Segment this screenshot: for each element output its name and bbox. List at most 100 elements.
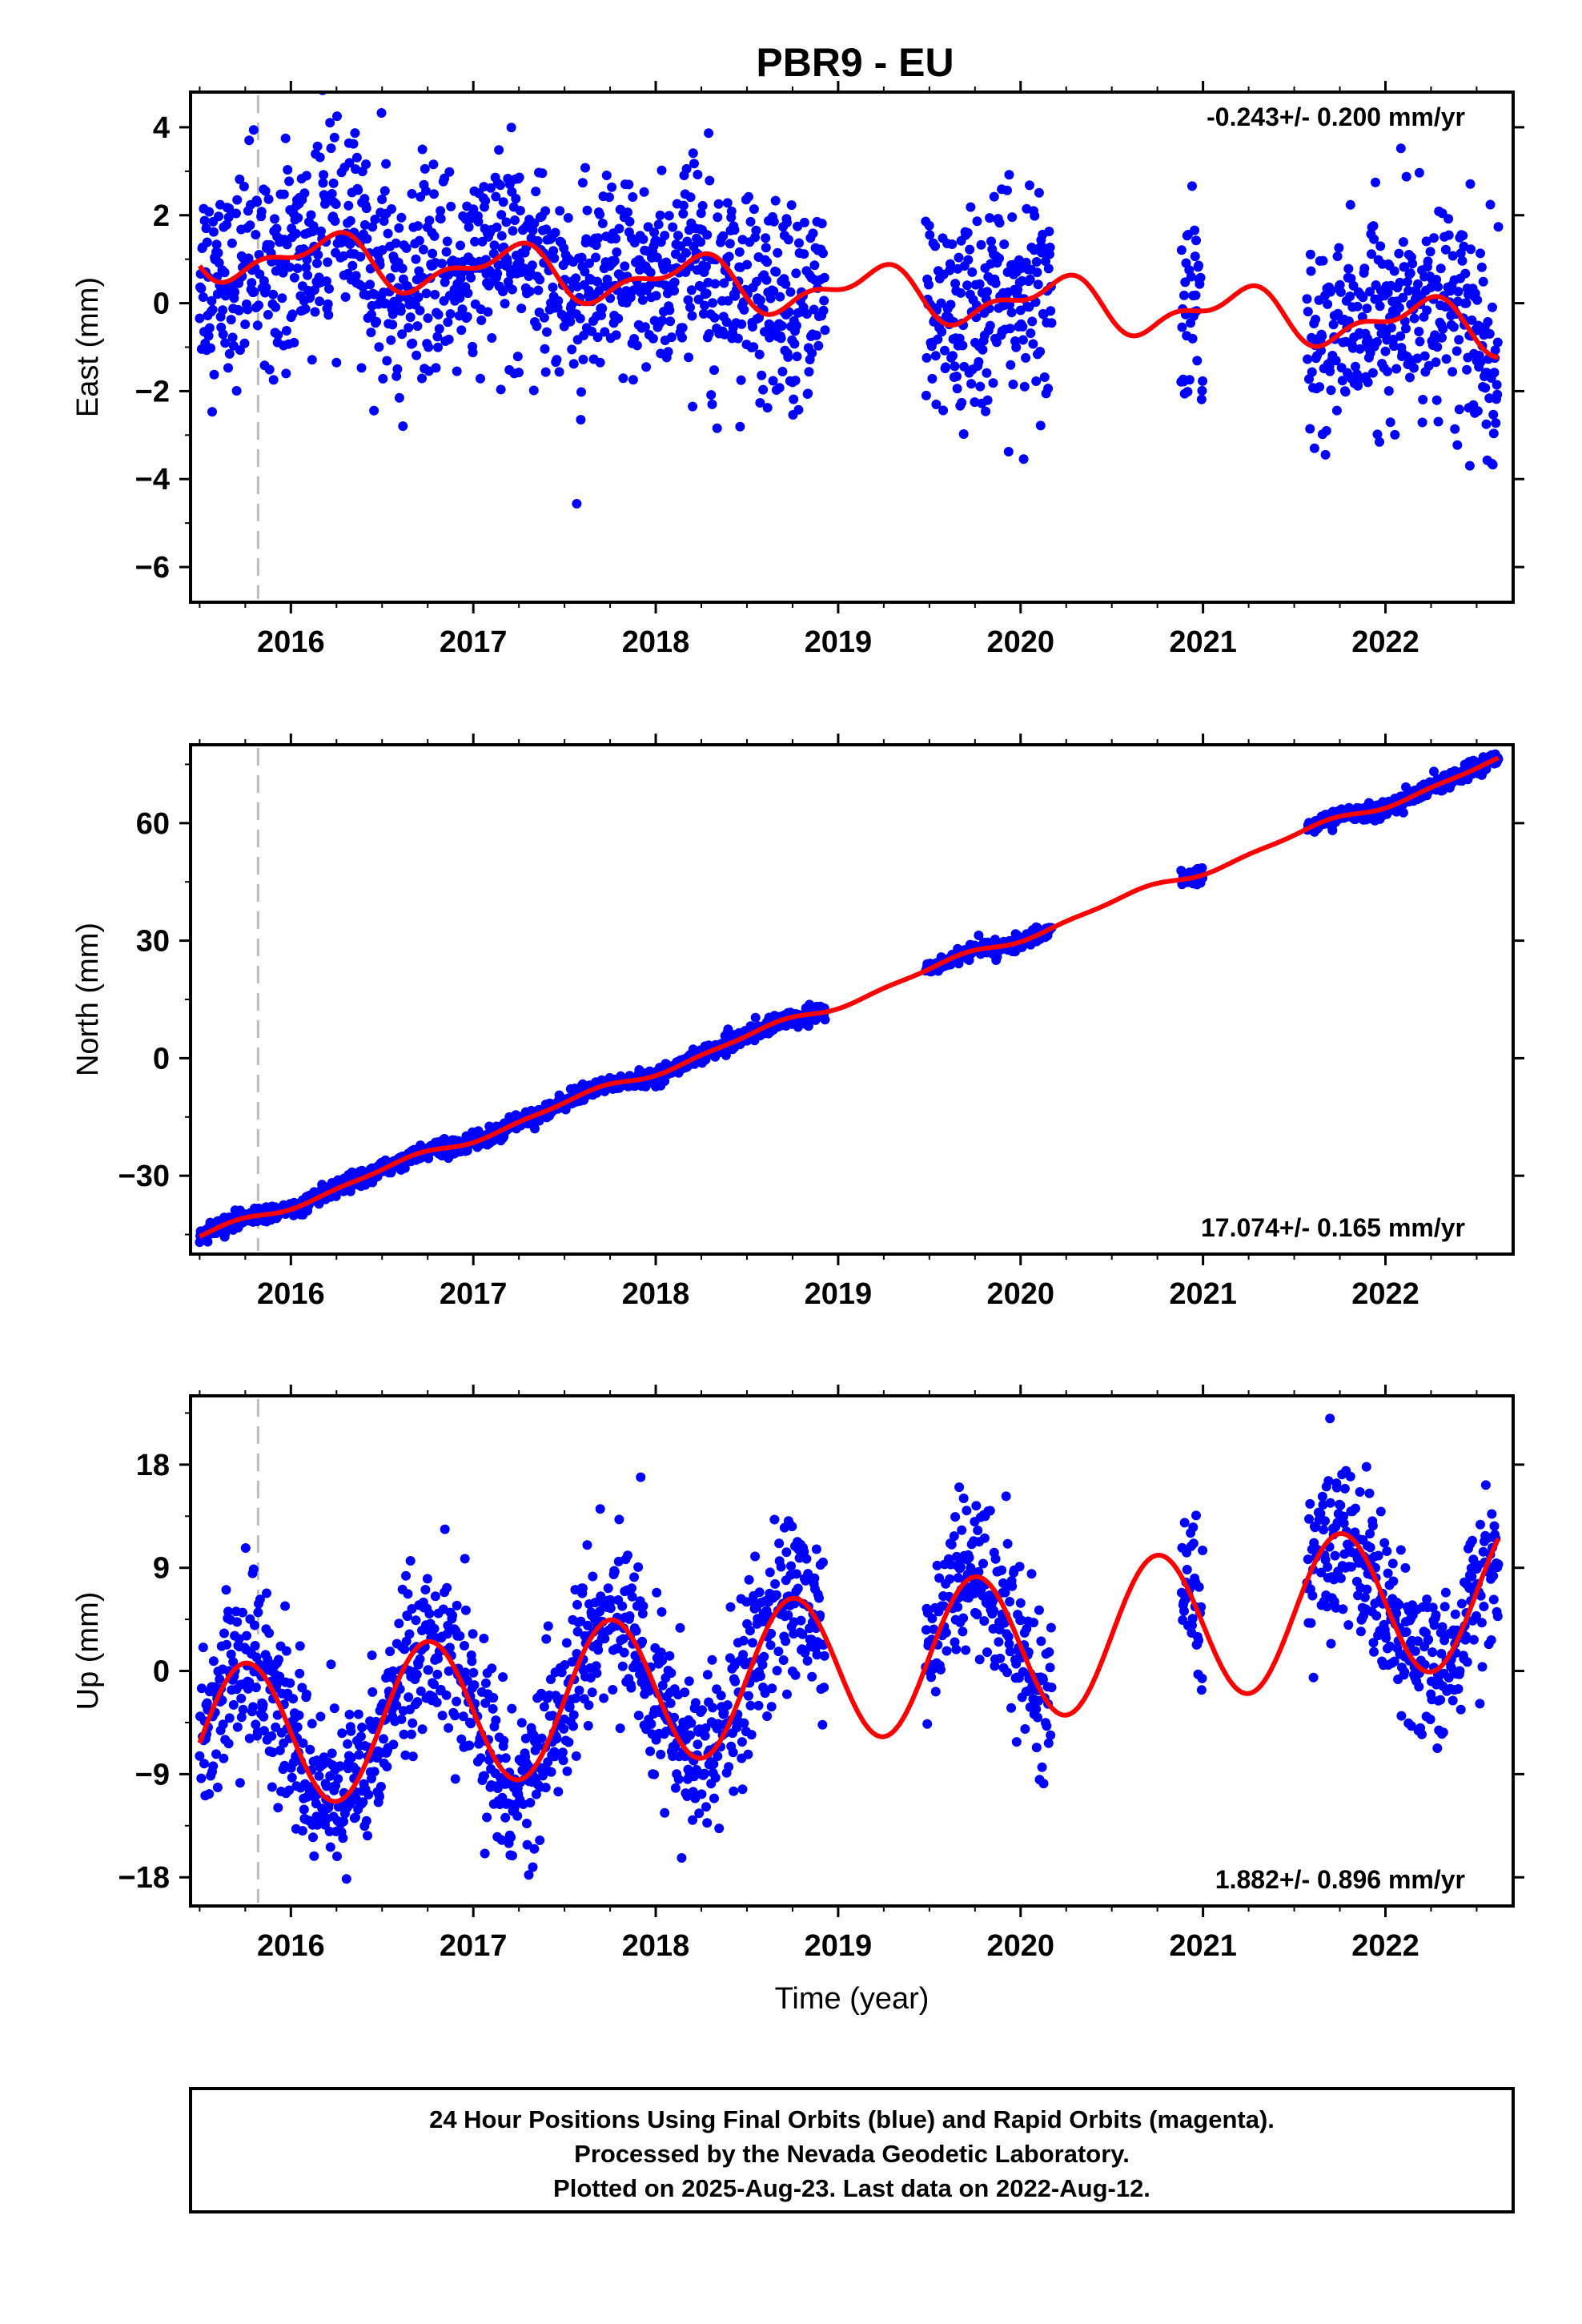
data-point bbox=[580, 267, 590, 277]
east-xtick-label: 2022 bbox=[1351, 625, 1419, 659]
data-point bbox=[1332, 251, 1343, 262]
data-point bbox=[500, 299, 510, 309]
data-point bbox=[540, 1783, 551, 1793]
data-point bbox=[1303, 1554, 1313, 1565]
data-point bbox=[289, 272, 299, 283]
data-point bbox=[710, 279, 721, 289]
data-point bbox=[994, 1637, 1004, 1647]
data-point bbox=[1443, 230, 1454, 240]
data-point bbox=[379, 186, 390, 196]
data-point bbox=[234, 1634, 244, 1644]
data-point bbox=[1003, 447, 1014, 456]
east-xtick-label: 2018 bbox=[622, 625, 690, 659]
data-point bbox=[611, 234, 621, 243]
data-point bbox=[799, 249, 809, 259]
data-point bbox=[817, 1719, 828, 1730]
data-point bbox=[1362, 1584, 1372, 1594]
data-point bbox=[271, 302, 281, 312]
data-point bbox=[460, 1554, 470, 1564]
data-point bbox=[408, 1718, 418, 1728]
data-point bbox=[924, 220, 934, 231]
data-point bbox=[767, 1683, 777, 1694]
data-point bbox=[737, 1784, 748, 1795]
data-point bbox=[1011, 342, 1022, 352]
data-point bbox=[275, 1745, 285, 1755]
data-point bbox=[771, 267, 781, 277]
data-point bbox=[261, 283, 271, 293]
data-point bbox=[537, 168, 548, 179]
data-point bbox=[552, 1734, 562, 1743]
data-point bbox=[818, 1557, 828, 1567]
data-point bbox=[444, 334, 454, 344]
data-point bbox=[326, 143, 336, 154]
data-point bbox=[783, 235, 793, 245]
data-point bbox=[812, 1650, 822, 1660]
data-point bbox=[433, 1654, 443, 1664]
data-point bbox=[966, 202, 976, 212]
data-point bbox=[967, 267, 978, 277]
data-point bbox=[1187, 181, 1197, 191]
data-point bbox=[512, 1811, 523, 1821]
data-point bbox=[214, 211, 224, 222]
data-point bbox=[702, 230, 713, 240]
data-point bbox=[723, 296, 733, 306]
data-point bbox=[669, 1712, 680, 1723]
data-point bbox=[498, 197, 508, 207]
data-point bbox=[936, 298, 946, 308]
data-point bbox=[728, 1747, 738, 1758]
data-point bbox=[734, 247, 745, 257]
data-point bbox=[1043, 263, 1054, 274]
data-point bbox=[1484, 328, 1495, 339]
data-point bbox=[952, 384, 962, 394]
data-point bbox=[557, 1747, 568, 1758]
data-point bbox=[1319, 1525, 1329, 1535]
data-point bbox=[321, 276, 331, 287]
data-point bbox=[969, 1588, 979, 1598]
data-point bbox=[496, 231, 507, 241]
data-point bbox=[226, 315, 236, 325]
data-point bbox=[1493, 222, 1504, 232]
data-point bbox=[921, 390, 931, 400]
data-point bbox=[580, 163, 590, 173]
data-point bbox=[793, 221, 803, 231]
data-point bbox=[202, 237, 212, 247]
data-point bbox=[1345, 199, 1355, 210]
data-point bbox=[951, 1644, 962, 1655]
data-point bbox=[1326, 385, 1336, 396]
data-point bbox=[1441, 354, 1452, 364]
data-point bbox=[1018, 1667, 1028, 1677]
data-point bbox=[386, 335, 396, 345]
data-point bbox=[541, 224, 552, 235]
data-point bbox=[429, 1623, 440, 1634]
data-point bbox=[1035, 420, 1046, 431]
data-point bbox=[1431, 395, 1442, 405]
data-point bbox=[574, 1685, 584, 1695]
data-point bbox=[1029, 1618, 1038, 1628]
data-point bbox=[571, 1751, 581, 1761]
data-point bbox=[818, 248, 828, 259]
data-point bbox=[361, 1815, 371, 1826]
data-point bbox=[381, 159, 391, 169]
data-point bbox=[1311, 314, 1321, 324]
data-point bbox=[582, 205, 592, 215]
data-point bbox=[476, 1753, 486, 1763]
data-point bbox=[441, 1690, 452, 1700]
data-point bbox=[356, 363, 367, 373]
data-point bbox=[738, 1650, 749, 1660]
data-point bbox=[783, 352, 793, 362]
data-point bbox=[1395, 143, 1406, 154]
data-point bbox=[1030, 211, 1040, 221]
data-point bbox=[1363, 377, 1373, 388]
data-point bbox=[949, 1531, 959, 1542]
data-point bbox=[1330, 1550, 1340, 1561]
data-point bbox=[527, 260, 537, 271]
data-point bbox=[281, 368, 291, 379]
data-point bbox=[512, 352, 523, 362]
data-point bbox=[516, 304, 527, 314]
data-point bbox=[709, 1793, 719, 1803]
data-point bbox=[326, 1659, 336, 1670]
data-point bbox=[363, 1790, 374, 1799]
data-point bbox=[420, 1585, 431, 1594]
data-point bbox=[307, 355, 317, 365]
data-point bbox=[523, 1760, 533, 1771]
